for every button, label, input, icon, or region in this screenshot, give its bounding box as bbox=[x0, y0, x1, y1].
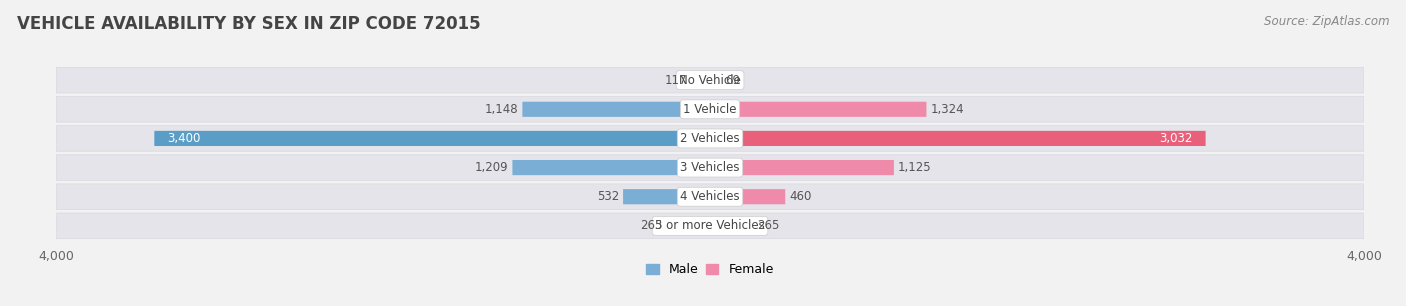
Text: 1 Vehicle: 1 Vehicle bbox=[683, 103, 737, 116]
FancyBboxPatch shape bbox=[523, 102, 710, 117]
Text: VEHICLE AVAILABILITY BY SEX IN ZIP CODE 72015: VEHICLE AVAILABILITY BY SEX IN ZIP CODE … bbox=[17, 15, 481, 33]
FancyBboxPatch shape bbox=[710, 189, 785, 204]
Text: 2 Vehicles: 2 Vehicles bbox=[681, 132, 740, 145]
Text: 5 or more Vehicles: 5 or more Vehicles bbox=[655, 219, 765, 232]
Text: 117: 117 bbox=[664, 74, 686, 87]
FancyBboxPatch shape bbox=[56, 96, 1364, 122]
FancyBboxPatch shape bbox=[710, 73, 721, 88]
Text: 1,148: 1,148 bbox=[485, 103, 519, 116]
Text: 1,125: 1,125 bbox=[898, 161, 932, 174]
FancyBboxPatch shape bbox=[710, 102, 927, 117]
FancyBboxPatch shape bbox=[710, 131, 1205, 146]
Text: 1,324: 1,324 bbox=[931, 103, 965, 116]
FancyBboxPatch shape bbox=[56, 125, 1364, 151]
FancyBboxPatch shape bbox=[690, 73, 710, 88]
Text: 4 Vehicles: 4 Vehicles bbox=[681, 190, 740, 203]
Text: 69: 69 bbox=[725, 74, 741, 87]
Text: 460: 460 bbox=[789, 190, 811, 203]
Text: Source: ZipAtlas.com: Source: ZipAtlas.com bbox=[1264, 15, 1389, 28]
FancyBboxPatch shape bbox=[56, 155, 1364, 181]
FancyBboxPatch shape bbox=[710, 160, 894, 175]
FancyBboxPatch shape bbox=[623, 189, 710, 204]
Legend: Male, Female: Male, Female bbox=[644, 261, 776, 279]
FancyBboxPatch shape bbox=[56, 67, 1364, 93]
FancyBboxPatch shape bbox=[710, 218, 754, 233]
Text: 263: 263 bbox=[641, 219, 664, 232]
FancyBboxPatch shape bbox=[512, 160, 710, 175]
Text: 3,032: 3,032 bbox=[1159, 132, 1192, 145]
FancyBboxPatch shape bbox=[56, 213, 1364, 239]
Text: 3 Vehicles: 3 Vehicles bbox=[681, 161, 740, 174]
Text: 532: 532 bbox=[596, 190, 619, 203]
FancyBboxPatch shape bbox=[155, 131, 710, 146]
Text: 1,209: 1,209 bbox=[475, 161, 509, 174]
FancyBboxPatch shape bbox=[666, 218, 710, 233]
FancyBboxPatch shape bbox=[56, 184, 1364, 210]
Text: 265: 265 bbox=[758, 219, 780, 232]
Text: 3,400: 3,400 bbox=[167, 132, 201, 145]
Text: No Vehicle: No Vehicle bbox=[679, 74, 741, 87]
